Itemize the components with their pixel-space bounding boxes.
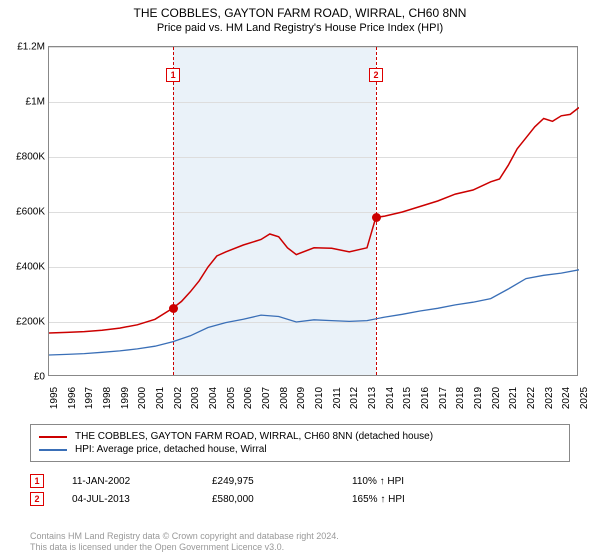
x-axis-label: 2022 xyxy=(526,387,537,409)
marker-dot-icon xyxy=(372,213,381,222)
x-axis-label: 2023 xyxy=(544,387,555,409)
marker-dot-icon xyxy=(169,304,178,313)
series-line xyxy=(49,270,579,355)
y-axis-label: £400K xyxy=(5,262,45,273)
legend-swatch xyxy=(39,436,67,438)
sale-marker-icon: 2 xyxy=(30,492,44,506)
x-axis-label: 2011 xyxy=(332,387,343,409)
y-axis-label: £800K xyxy=(5,152,45,163)
sale-hpi: 110% ↑ HPI xyxy=(352,476,492,487)
y-axis-label: £0 xyxy=(5,372,45,383)
x-axis-label: 2004 xyxy=(208,387,219,409)
sale-price: £249,975 xyxy=(212,476,352,487)
chart-plot-area: £0£200K£400K£600K£800K£1M£1.2M1995199619… xyxy=(48,46,578,376)
legend-label: HPI: Average price, detached house, Wirr… xyxy=(75,444,267,455)
x-axis-label: 2024 xyxy=(561,387,572,409)
chart-title: THE COBBLES, GAYTON FARM ROAD, WIRRAL, C… xyxy=(0,6,600,20)
sales-table: 1 11-JAN-2002 £249,975 110% ↑ HPI 2 04-J… xyxy=(30,470,570,510)
title-block: THE COBBLES, GAYTON FARM ROAD, WIRRAL, C… xyxy=(0,0,600,34)
x-axis-label: 2010 xyxy=(314,387,325,409)
sale-marker-icon: 1 xyxy=(30,474,44,488)
chart-lines xyxy=(49,47,579,377)
x-axis-label: 2006 xyxy=(243,387,254,409)
sale-date: 04-JUL-2013 xyxy=(72,494,212,505)
marker-label: 2 xyxy=(369,68,383,82)
footer-line: Contains HM Land Registry data © Crown c… xyxy=(30,531,339,543)
chart-subtitle: Price paid vs. HM Land Registry's House … xyxy=(0,22,600,34)
legend: THE COBBLES, GAYTON FARM ROAD, WIRRAL, C… xyxy=(30,424,570,462)
sale-hpi: 165% ↑ HPI xyxy=(352,494,492,505)
legend-item: THE COBBLES, GAYTON FARM ROAD, WIRRAL, C… xyxy=(39,431,561,442)
x-axis-label: 2002 xyxy=(173,387,184,409)
marker-label: 1 xyxy=(166,68,180,82)
y-axis-label: £1.2M xyxy=(5,42,45,53)
y-axis-label: £200K xyxy=(5,317,45,328)
series-line xyxy=(49,108,579,334)
legend-item: HPI: Average price, detached house, Wirr… xyxy=(39,444,561,455)
x-axis-label: 2014 xyxy=(385,387,396,409)
x-axis-label: 2001 xyxy=(155,387,166,409)
x-axis-label: 2007 xyxy=(261,387,272,409)
x-axis-label: 2013 xyxy=(367,387,378,409)
sale-row: 2 04-JUL-2013 £580,000 165% ↑ HPI xyxy=(30,492,570,506)
x-axis-label: 2025 xyxy=(579,387,590,409)
footer-attribution: Contains HM Land Registry data © Crown c… xyxy=(30,531,339,554)
legend-label: THE COBBLES, GAYTON FARM ROAD, WIRRAL, C… xyxy=(75,431,433,442)
x-axis-label: 1998 xyxy=(102,387,113,409)
x-axis-label: 2009 xyxy=(296,387,307,409)
legend-swatch xyxy=(39,449,67,451)
x-axis-label: 2012 xyxy=(349,387,360,409)
sale-date: 11-JAN-2002 xyxy=(72,476,212,487)
x-axis-label: 2019 xyxy=(473,387,484,409)
x-axis-label: 2005 xyxy=(226,387,237,409)
sale-row: 1 11-JAN-2002 £249,975 110% ↑ HPI xyxy=(30,474,570,488)
x-axis-label: 2000 xyxy=(137,387,148,409)
x-axis-label: 2021 xyxy=(508,387,519,409)
x-axis-label: 1997 xyxy=(84,387,95,409)
x-axis-label: 2020 xyxy=(491,387,502,409)
footer-line: This data is licensed under the Open Gov… xyxy=(30,542,339,554)
x-axis-label: 1995 xyxy=(49,387,60,409)
x-axis-label: 2008 xyxy=(279,387,290,409)
x-axis-label: 2018 xyxy=(455,387,466,409)
x-axis-label: 2015 xyxy=(402,387,413,409)
sale-price: £580,000 xyxy=(212,494,352,505)
x-axis-label: 1999 xyxy=(120,387,131,409)
x-axis-label: 2003 xyxy=(190,387,201,409)
x-axis-label: 1996 xyxy=(67,387,78,409)
y-axis-label: £1M xyxy=(5,97,45,108)
x-axis-label: 2016 xyxy=(420,387,431,409)
y-axis-label: £600K xyxy=(5,207,45,218)
x-axis-label: 2017 xyxy=(438,387,449,409)
